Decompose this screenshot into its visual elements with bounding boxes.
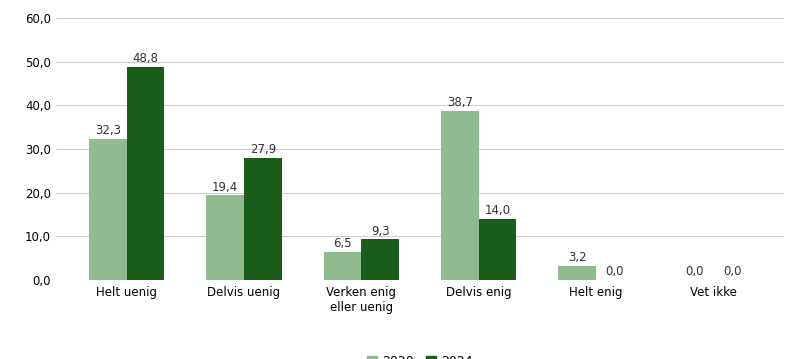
Text: 0,0: 0,0 — [606, 265, 624, 278]
Bar — [89, 139, 126, 280]
Text: 9,3: 9,3 — [370, 225, 390, 238]
Text: 38,7: 38,7 — [447, 96, 473, 109]
Text: 0,0: 0,0 — [686, 265, 704, 278]
Bar — [362, 239, 399, 280]
Text: 48,8: 48,8 — [133, 52, 158, 65]
Text: 27,9: 27,9 — [250, 143, 276, 157]
Bar — [126, 67, 164, 280]
Bar — [558, 266, 596, 280]
Text: 6,5: 6,5 — [334, 237, 352, 250]
Bar — [324, 252, 362, 280]
Text: 32,3: 32,3 — [95, 124, 121, 137]
Text: 19,4: 19,4 — [212, 181, 238, 194]
Text: 0,0: 0,0 — [723, 265, 742, 278]
Bar — [244, 158, 282, 280]
Bar — [206, 195, 244, 280]
Bar — [478, 219, 516, 280]
Text: 3,2: 3,2 — [568, 251, 586, 264]
Text: 14,0: 14,0 — [484, 204, 510, 217]
Legend: 2020, 2024: 2020, 2024 — [362, 350, 478, 359]
Bar — [441, 111, 478, 280]
